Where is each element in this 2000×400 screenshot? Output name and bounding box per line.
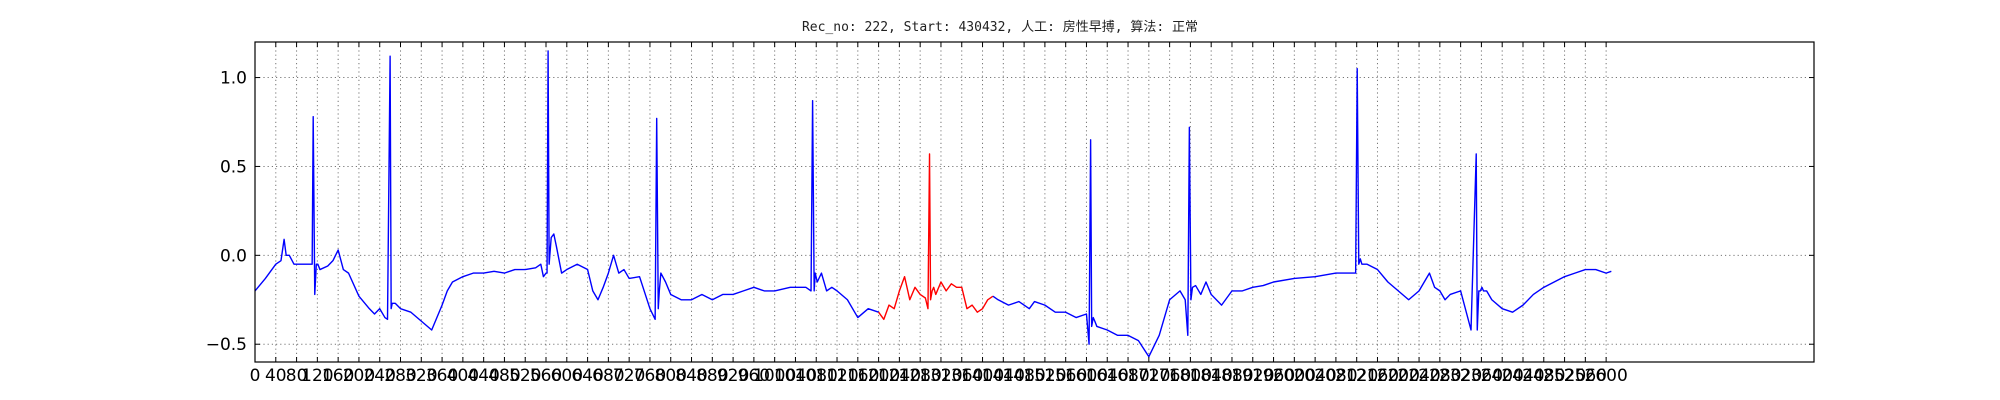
x-tick-label: 640: [571, 366, 603, 386]
x-tick-label: 800: [655, 366, 687, 386]
x-tick-label: 2280: [1418, 366, 1461, 386]
x-tick-label: 2520: [1543, 366, 1586, 386]
x-tick-label: 880: [696, 366, 728, 386]
x-tick-label: 1400: [961, 366, 1004, 386]
y-tick-label: 0.0: [220, 246, 247, 266]
x-tick-label: 560: [530, 366, 562, 386]
x-tick-label: 520: [509, 366, 541, 386]
ecg-series-line-3: [992, 67, 1612, 358]
plot-frame: [254, 41, 1815, 363]
x-tick-label: 1760: [1148, 366, 1191, 386]
y-tick-label: −0.5: [206, 335, 247, 355]
x-tick-label: 2240: [1397, 366, 1440, 386]
x-tick-label: 960: [738, 366, 770, 386]
x-tick-label: 1720: [1127, 366, 1170, 386]
x-tick-label: 200: [343, 366, 375, 386]
x-tick-label: 840: [675, 366, 707, 386]
x-tick-label: 1040: [774, 366, 817, 386]
x-tick-label: 1600: [1065, 366, 1108, 386]
x-tick-label: 680: [592, 366, 624, 386]
x-tick-label: 920: [717, 366, 749, 386]
x-tick-label: 2200: [1377, 366, 1420, 386]
x-tick-label: 120: [301, 366, 333, 386]
x-tick-label: 1520: [1023, 366, 1066, 386]
x-tick-label: 360: [426, 366, 458, 386]
x-tick-label: 1960: [1252, 366, 1295, 386]
x-tick-label: 1320: [919, 366, 962, 386]
x-tick-label: 2600: [1585, 366, 1628, 386]
x-tick-label: 1560: [1044, 366, 1087, 386]
x-tick-label: 40: [265, 366, 287, 386]
x-tick-label: 0: [250, 366, 261, 386]
x-tick-label: 320: [405, 366, 437, 386]
x-tick-label: 1840: [1190, 366, 1233, 386]
x-tick-label: 280: [384, 366, 416, 386]
x-tick-label: 600: [551, 366, 583, 386]
x-tick-label: 2360: [1460, 366, 1503, 386]
x-tick-label: 1080: [795, 366, 838, 386]
x-tick-label: 440: [467, 366, 499, 386]
y-tick-label: 1.0: [220, 69, 247, 89]
x-tick-label: 2480: [1522, 366, 1565, 386]
x-tick-label: 2120: [1335, 366, 1378, 386]
x-tick-label: 400: [447, 366, 479, 386]
x-tick-label: 760: [634, 366, 666, 386]
grid: [254, 42, 1814, 362]
x-tick-label: 1240: [878, 366, 921, 386]
x-tick-label: 1480: [1002, 366, 1045, 386]
x-tick-label: 1200: [857, 366, 900, 386]
x-tick-label: 720: [613, 366, 645, 386]
x-tick-label: 1000: [753, 366, 796, 386]
x-tick-label: 480: [488, 366, 520, 386]
x-tick-label: 2000: [1273, 366, 1316, 386]
x-tick-label: 2320: [1439, 366, 1482, 386]
ecg-series-line-2: [878, 153, 994, 321]
series-layer: [254, 50, 1612, 358]
x-tick-label: 1160: [836, 366, 879, 386]
x-tick-label: 1120: [815, 366, 858, 386]
x-tick-label: 2560: [1564, 366, 1607, 386]
x-tick-label: 160: [322, 366, 354, 386]
x-tick-label: 240: [363, 366, 395, 386]
x-tick-label: 80: [286, 366, 308, 386]
x-tick-label: 2040: [1293, 366, 1336, 386]
ecg-series-line-1: [254, 50, 879, 331]
y-tick-label: 0.5: [220, 157, 247, 177]
x-tick-label: 1920: [1231, 366, 1274, 386]
x-tick-label: 2400: [1481, 366, 1524, 386]
x-tick-label: 1440: [982, 366, 1025, 386]
x-tick-label: 1880: [1210, 366, 1253, 386]
x-tick-label: 2080: [1314, 366, 1357, 386]
chart-title: Rec_no: 222, Start: 430432, 人工: 房性早搏, 算法…: [802, 19, 1198, 35]
x-tick-label: 1680: [1106, 366, 1149, 386]
x-tick-label: 1280: [899, 366, 942, 386]
x-tick-label: 1800: [1169, 366, 1212, 386]
x-tick-label: 2440: [1501, 366, 1544, 386]
x-tick-label: 2160: [1356, 366, 1399, 386]
axis-ticks: 0 40 8012016020024028032036040044048052056…: [206, 42, 1814, 386]
x-tick-label: 1640: [1086, 366, 1129, 386]
x-tick-label: 1360: [940, 366, 983, 386]
